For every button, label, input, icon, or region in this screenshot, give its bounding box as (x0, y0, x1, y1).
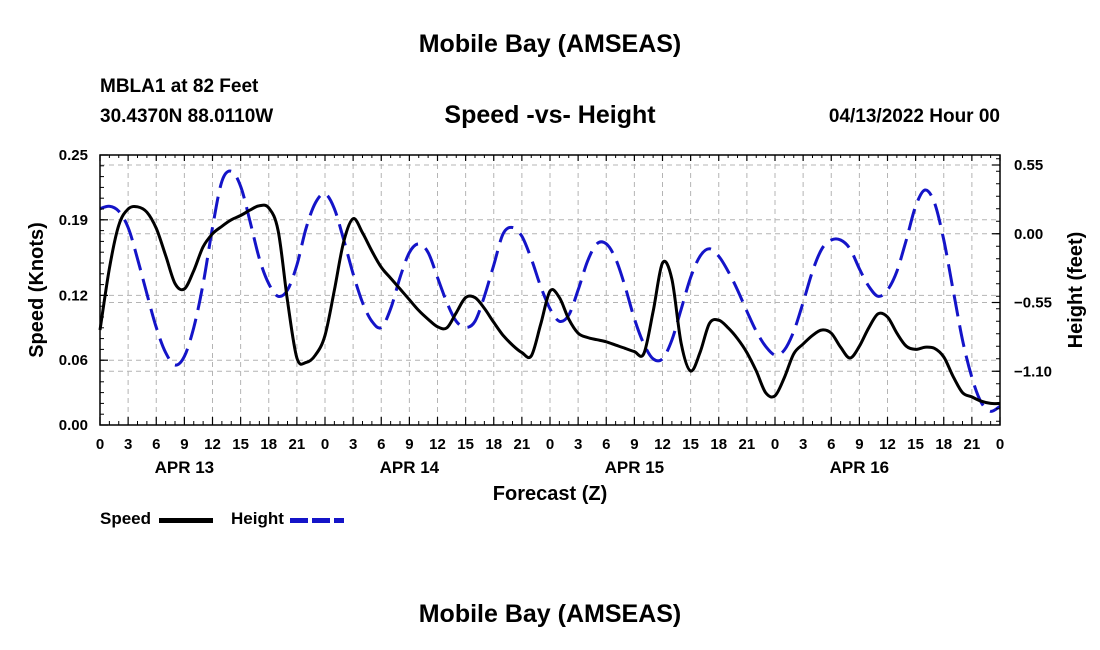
x-tick-label: 0 (996, 436, 1004, 453)
legend-height-swatch (290, 518, 344, 523)
forecast-datetime: 04/13/2022 Hour 00 (828, 106, 1000, 127)
x-tick-label: 9 (630, 436, 638, 453)
y2-tick-label: −0.55 (1014, 295, 1052, 312)
day-label: APR 14 (380, 458, 440, 477)
x-tick-label: 12 (429, 436, 446, 453)
chart-main-title: Mobile Bay (AMSEAS) (418, 30, 682, 58)
x-tick-label: 18 (260, 436, 277, 453)
x-tick-label: 21 (964, 436, 981, 453)
speed-series-line (98, 203, 1001, 406)
legend-speed-label: Speed (100, 509, 152, 528)
x-axis-title: Forecast (Z) (493, 483, 607, 505)
x-tick-label: 3 (799, 436, 807, 453)
x-tick-label: 6 (377, 436, 385, 453)
y-tick-label: 0.25 (59, 147, 88, 164)
chart-bottom-title: Mobile Bay (AMSEAS) (418, 600, 682, 628)
grid-lines (100, 155, 1000, 425)
y-tick-label: 0.00 (59, 417, 88, 434)
chart-subtitle: Speed -vs- Height (444, 101, 656, 129)
x-tick-label: 6 (827, 436, 835, 453)
x-tick-label: 21 (289, 436, 306, 453)
day-label: APR 15 (605, 458, 665, 477)
axis-labels: 0 3 6 9 12 15 18 21 0 3 6 9 12 15 18 21 0 3 6 9 12 15 18 21 0 3 6 9… (26, 147, 1087, 505)
legend-speed-swatch (159, 518, 213, 523)
x-tick-label: 3 (124, 436, 132, 453)
x-tick-label: 21 (514, 436, 531, 453)
x-tick-label: 18 (485, 436, 502, 453)
x-tick-label: 12 (204, 436, 221, 453)
y-tick-label: 0.06 (59, 352, 88, 369)
x-tick-label: 0 (546, 436, 554, 453)
x-tick-label: 18 (935, 436, 952, 453)
height-series-line (99, 169, 1001, 413)
x-tick-label: 0 (771, 436, 779, 453)
station-label: MBLA1 at 82 Feet (100, 76, 259, 97)
x-tick-label: 21 (739, 436, 756, 453)
y-axis-title: Speed (Knots) (26, 222, 48, 358)
x-tick-label: 3 (349, 436, 357, 453)
x-tick-label: 6 (602, 436, 610, 453)
series-layer (98, 169, 1001, 413)
day-label: APR 13 (155, 458, 215, 477)
y2-axis-title: Height (feet) (1065, 232, 1087, 349)
y2-tick-label: −1.10 (1014, 363, 1052, 380)
x-tick-label: 9 (855, 436, 863, 453)
x-tick-label: 9 (405, 436, 413, 453)
station-coordinates: 30.4370N 88.0110W (100, 106, 274, 127)
x-tick-label: 9 (180, 436, 188, 453)
x-tick-label: 6 (152, 436, 160, 453)
y2-tick-label: 0.55 (1014, 157, 1043, 174)
y-tick-label: 0.19 (59, 212, 88, 229)
x-tick-label: 15 (682, 436, 699, 453)
x-tick-label: 15 (232, 436, 249, 453)
y-tick-label: 0.12 (59, 287, 88, 304)
x-tick-label: 15 (457, 436, 474, 453)
x-tick-label: 0 (321, 436, 329, 453)
legend-height-label: Height (231, 509, 284, 528)
x-tick-label: 0 (96, 436, 104, 453)
x-tick-label: 3 (574, 436, 582, 453)
axis-ticks (99, 154, 1001, 426)
x-tick-label: 15 (907, 436, 924, 453)
x-tick-label: 18 (710, 436, 727, 453)
x-tick-label: 12 (879, 436, 896, 453)
y2-tick-label: 0.00 (1014, 226, 1043, 243)
day-label: APR 16 (830, 458, 890, 477)
x-tick-label: 12 (654, 436, 671, 453)
